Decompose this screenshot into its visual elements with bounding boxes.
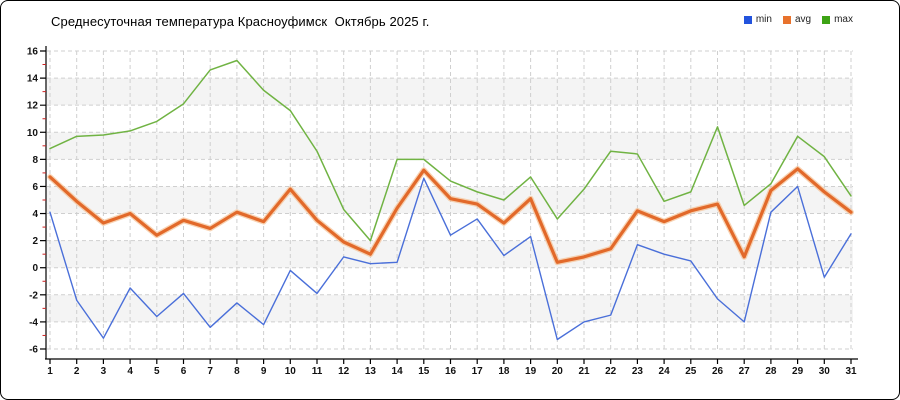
svg-text:12: 12 bbox=[338, 366, 350, 377]
max-series-swatch-icon bbox=[822, 15, 831, 24]
svg-text:8: 8 bbox=[32, 155, 38, 166]
svg-text:28: 28 bbox=[765, 366, 777, 377]
svg-text:26: 26 bbox=[712, 366, 724, 377]
svg-text:3: 3 bbox=[101, 366, 107, 377]
svg-text:17: 17 bbox=[472, 366, 484, 377]
svg-text:16: 16 bbox=[445, 366, 457, 377]
svg-text:19: 19 bbox=[525, 366, 537, 377]
svg-text:-6: -6 bbox=[29, 344, 38, 355]
svg-text:16: 16 bbox=[27, 47, 39, 58]
svg-text:22: 22 bbox=[605, 366, 617, 377]
svg-text:23: 23 bbox=[632, 366, 644, 377]
svg-text:10: 10 bbox=[27, 128, 39, 139]
chart-legend: min avg max bbox=[743, 14, 853, 25]
legend-item-avg: avg bbox=[782, 14, 812, 25]
svg-text:-2: -2 bbox=[29, 290, 38, 301]
svg-text:2: 2 bbox=[32, 236, 38, 247]
min-series-swatch-icon bbox=[743, 15, 752, 24]
svg-text:13: 13 bbox=[365, 366, 377, 377]
legend-label-avg: avg bbox=[794, 14, 812, 25]
svg-text:6: 6 bbox=[181, 366, 187, 377]
svg-text:15: 15 bbox=[418, 366, 430, 377]
svg-text:2: 2 bbox=[74, 366, 80, 377]
svg-text:25: 25 bbox=[685, 366, 697, 377]
svg-text:21: 21 bbox=[578, 366, 590, 377]
legend-label-max: max bbox=[834, 14, 853, 25]
svg-text:6: 6 bbox=[32, 182, 38, 193]
avg-series-swatch-icon bbox=[782, 15, 791, 24]
chart-title: Среднесуточная температура Красноуфимск … bbox=[51, 14, 430, 29]
svg-text:18: 18 bbox=[498, 366, 510, 377]
svg-text:4: 4 bbox=[32, 209, 38, 220]
svg-text:24: 24 bbox=[659, 366, 671, 377]
svg-text:14: 14 bbox=[392, 366, 404, 377]
svg-text:-4: -4 bbox=[29, 317, 38, 328]
legend-label-min: min bbox=[755, 14, 772, 25]
svg-text:12: 12 bbox=[27, 101, 39, 112]
svg-text:10: 10 bbox=[285, 366, 297, 377]
svg-text:29: 29 bbox=[792, 366, 804, 377]
svg-text:11: 11 bbox=[312, 366, 323, 377]
svg-text:20: 20 bbox=[552, 366, 564, 377]
legend-item-max: max bbox=[822, 14, 853, 25]
svg-text:7: 7 bbox=[207, 366, 213, 377]
svg-text:9: 9 bbox=[261, 366, 267, 377]
svg-text:1: 1 bbox=[47, 366, 53, 377]
svg-text:8: 8 bbox=[234, 366, 240, 377]
svg-text:5: 5 bbox=[154, 366, 160, 377]
svg-text:0: 0 bbox=[32, 263, 38, 274]
svg-text:4: 4 bbox=[127, 366, 133, 377]
svg-text:31: 31 bbox=[845, 366, 857, 377]
svg-text:30: 30 bbox=[819, 366, 831, 377]
svg-text:14: 14 bbox=[27, 74, 39, 85]
svg-text:27: 27 bbox=[739, 366, 751, 377]
legend-item-min: min bbox=[743, 14, 772, 25]
